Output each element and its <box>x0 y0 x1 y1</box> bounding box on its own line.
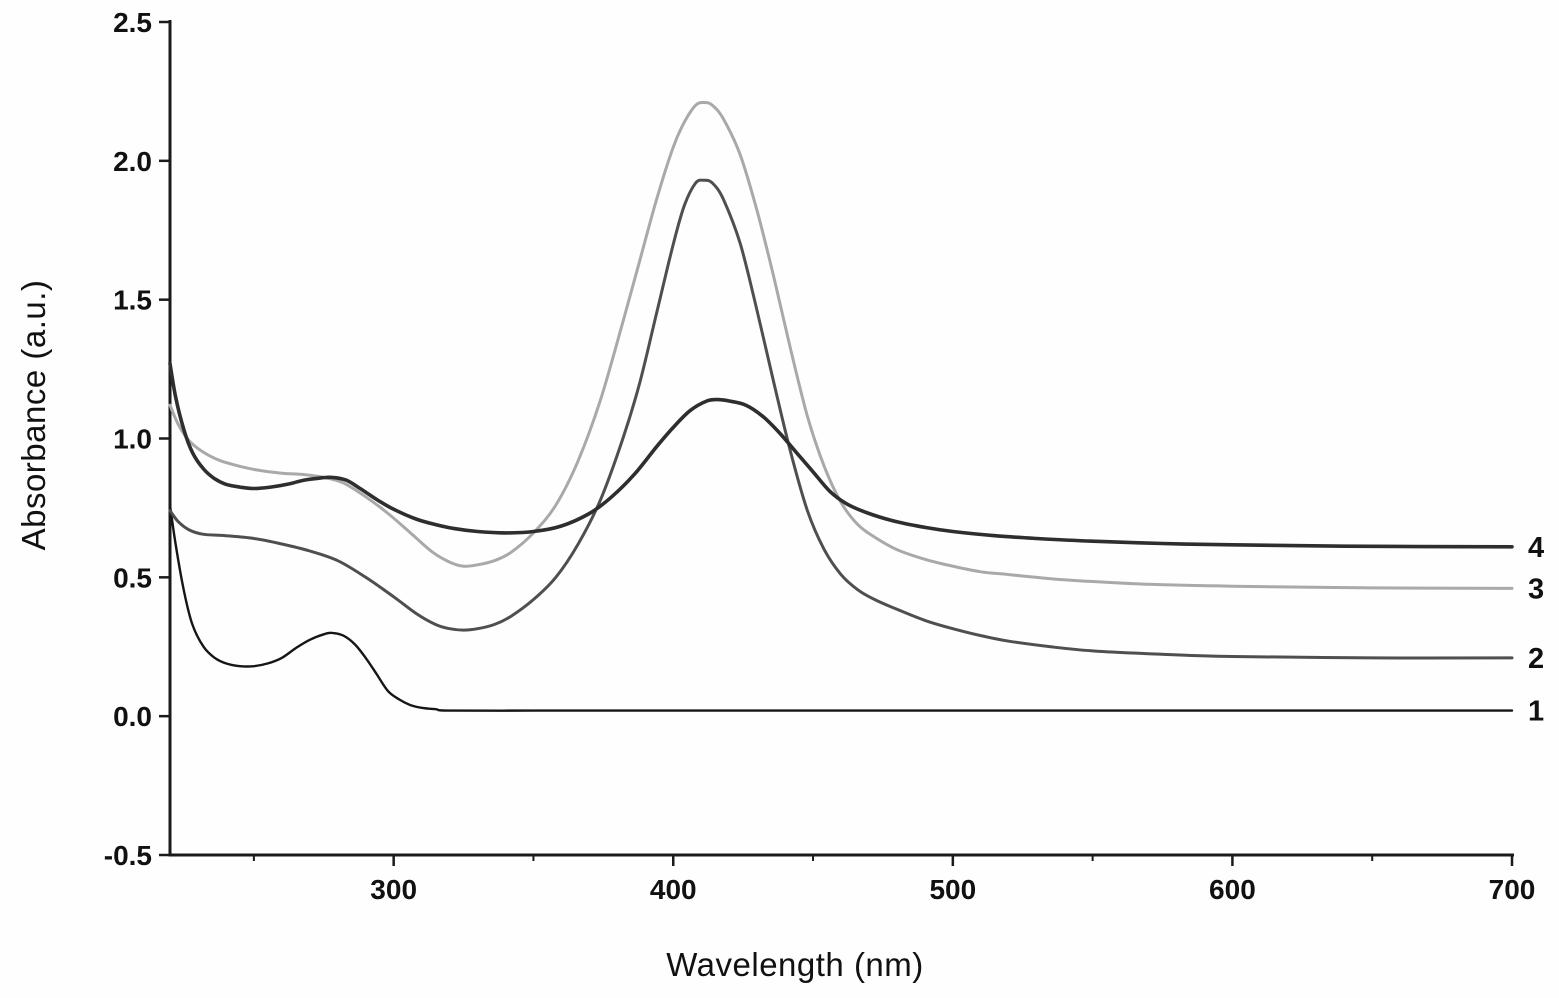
x-tick-label: 600 <box>1209 874 1256 905</box>
x-tick-label: 700 <box>1489 874 1536 905</box>
curve-label-3: 3 <box>1528 573 1544 605</box>
x-tick-label: 300 <box>370 874 417 905</box>
spectrum-curve-4 <box>168 361 1514 549</box>
y-tick-label: 2.5 <box>113 7 152 38</box>
y-tick-label: 1.5 <box>113 285 152 316</box>
y-tick-label: 2.0 <box>113 146 152 177</box>
y-tick-label: 0.0 <box>113 701 152 732</box>
curve-label-1: 1 <box>1528 696 1544 728</box>
x-axis-label: Wavelength (nm) <box>666 946 924 983</box>
spectrum-curve-2 <box>168 178 1514 660</box>
y-tick-label: 0.5 <box>113 562 152 593</box>
spectrum-curve-3 <box>168 100 1514 590</box>
y-tick-label: 1.0 <box>113 424 152 455</box>
spectrum-curve-1 <box>168 503 1514 712</box>
curve-label-4: 4 <box>1528 532 1544 564</box>
x-tick-label: 400 <box>650 874 697 905</box>
y-axis-label: Absorbance (a.u.) <box>15 279 52 551</box>
x-tick-label: 500 <box>929 874 976 905</box>
y-tick-label: -0.5 <box>104 840 152 871</box>
curve-label-2: 2 <box>1528 643 1544 675</box>
